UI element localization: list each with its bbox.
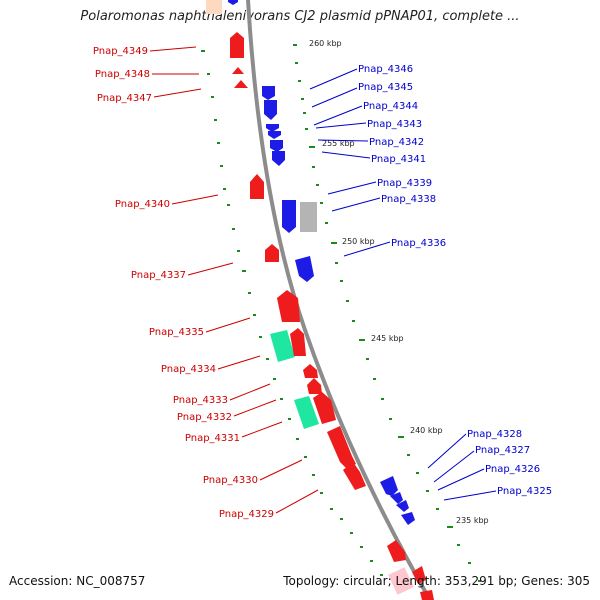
gene-label: Pnap_4326: [485, 464, 540, 475]
gene-label: Pnap_4331: [185, 433, 240, 444]
gene-label: Pnap_4346: [358, 64, 413, 75]
gene-pnap-4327: [390, 492, 403, 504]
gene-pnap-4346: [262, 86, 275, 100]
gene-feature-partial: [206, 0, 222, 14]
gene-pnap-4333: [303, 364, 318, 378]
gene-label: Pnap_4335: [149, 327, 204, 338]
gene-pnap-4330: [327, 426, 356, 468]
gene-pnap-4336: [295, 256, 314, 282]
kbp-tick-label: 255 kbp: [322, 139, 355, 148]
genes-label: Genes:: [521, 574, 564, 588]
gene-pnap-4337: [265, 244, 279, 262]
gene-label: Pnap_4347: [97, 93, 152, 104]
gene-pnap-4341: [272, 151, 285, 166]
gene-label: Pnap_4341: [371, 154, 426, 165]
gene-feature-forward: [420, 590, 434, 600]
genes-value: 305: [567, 574, 590, 588]
kbp-tick-label: 245 kbp: [371, 334, 404, 343]
gene-label: Pnap_4332: [177, 412, 232, 423]
gene-pnap-4339-b: [284, 203, 293, 209]
kbp-tick-label: 235 kbp: [456, 516, 489, 525]
gene-pnap-4329: [343, 462, 366, 490]
gene-pnap-4342: [270, 140, 283, 152]
gene-label: Pnap_4348: [95, 69, 150, 80]
gene-label: Pnap_4345: [358, 82, 413, 93]
gene-label: Pnap_4344: [363, 101, 418, 112]
gene-pnap-4348: [232, 67, 244, 74]
gene-pnap-4349: [230, 32, 244, 58]
kbp-scale: 260 kbp 255 kbp 250 kbp 245 kbp 240 kbp …: [309, 39, 489, 525]
gene-label: Pnap_4340: [115, 199, 170, 210]
gene-label: Pnap_4339: [377, 178, 432, 189]
topology-label: Topology:: [283, 574, 340, 588]
accession-label: Accession:: [9, 574, 73, 588]
gene-label: Pnap_4328: [467, 429, 522, 440]
backbone-arc: [246, 0, 432, 600]
gene-label: Pnap_4329: [219, 509, 274, 520]
gene-label: Pnap_4342: [369, 137, 424, 148]
gene-pnap-4343: [268, 131, 281, 139]
gene-pnap-4345: [264, 100, 277, 120]
gene-feature-forward: [412, 566, 426, 584]
gene-feature-forward: [290, 328, 306, 356]
gene-pnap-4334: [270, 330, 295, 362]
gene-label: Pnap_4325: [497, 486, 552, 497]
gene-label: Pnap_4330: [203, 475, 258, 486]
kbp-tick-label: 260 kbp: [309, 39, 342, 48]
gene-label: Pnap_4336: [391, 238, 446, 249]
gene-pnap-4347: [234, 80, 248, 88]
gene-pnap-4328: [380, 476, 398, 496]
gene-pnap-4332: [307, 378, 322, 394]
gene-label: Pnap_4349: [93, 46, 148, 57]
right-gene-labels: Pnap_4346 Pnap_4345 Pnap_4344 Pnap_4343 …: [358, 64, 552, 497]
gene-feature-forward: [387, 540, 406, 562]
accession-value: NC_008757: [76, 574, 146, 588]
inner-tick-dots: [201, 50, 383, 576]
gene-label: Pnap_4338: [381, 194, 436, 205]
gene-pnap-4325: [401, 512, 415, 525]
topology-value: circular: [343, 574, 388, 588]
gene-pnap-4340: [250, 174, 264, 199]
map-title: Polaromonas naphthalenivorans CJ2 plasmi…: [80, 9, 520, 24]
gene-label: Pnap_4327: [475, 445, 530, 456]
kbp-tick-label: 250 kbp: [342, 237, 375, 246]
gene-label: Pnap_4333: [173, 395, 228, 406]
outer-tick-dots: [293, 44, 481, 582]
gene-label: Pnap_4337: [131, 270, 186, 281]
right-leader-lines: [309, 68, 497, 501]
gene-pnap-4326: [396, 500, 409, 512]
gene-pnap-4335: [277, 290, 300, 322]
kbp-tick-label: 240 kbp: [410, 426, 443, 435]
gene-pnap-4331: [294, 396, 319, 429]
accession-info: Accession: NC_008757: [9, 574, 145, 588]
gene-features: [206, 0, 434, 600]
topology-info: Topology: circular; Length: 353,291 bp; …: [283, 574, 590, 588]
gene-pnap-4344: [266, 124, 279, 132]
length-label: Length:: [395, 574, 441, 588]
left-leader-lines: [149, 46, 319, 514]
gene-feature-reverse: [228, 0, 238, 5]
gene-feature-partial: [388, 567, 414, 595]
gene-feature-forward: [313, 392, 336, 424]
gene-label: Pnap_4343: [367, 119, 422, 130]
length-value: 353,291 bp: [444, 574, 514, 588]
gene-pnap-4338: [300, 202, 317, 232]
gene-pnap-4339: [282, 200, 296, 233]
left-gene-labels: Pnap_4349 Pnap_4348 Pnap_4347 Pnap_4340 …: [93, 46, 274, 520]
gene-label: Pnap_4334: [161, 364, 216, 375]
